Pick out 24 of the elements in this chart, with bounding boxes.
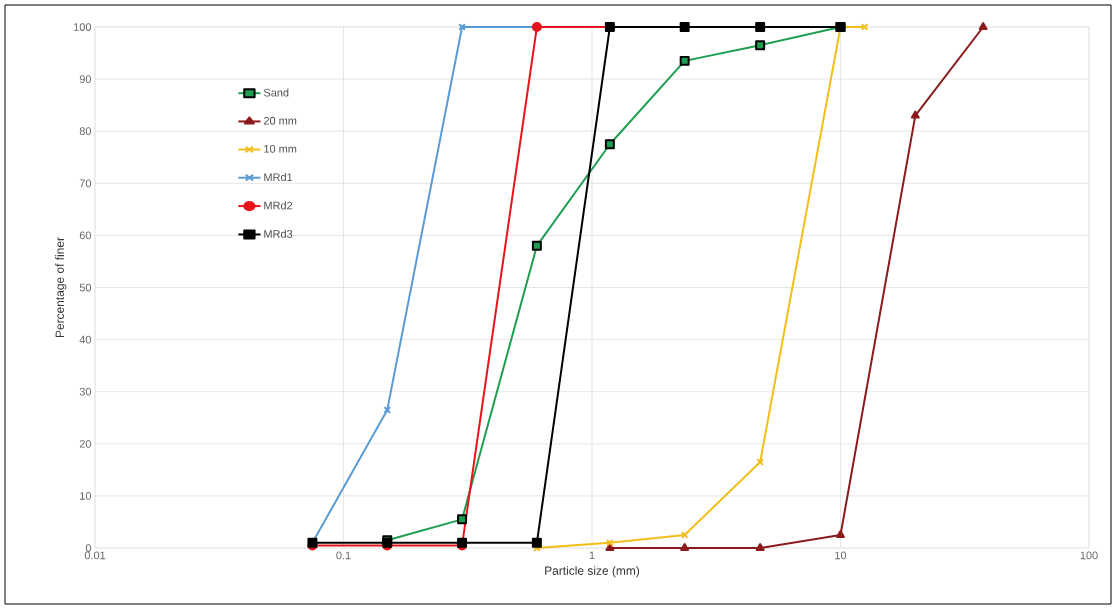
legend-label: MRd1 <box>264 173 293 182</box>
y-tick-label: 90 <box>79 75 92 83</box>
y-tick-label: 60 <box>79 231 92 240</box>
x-tick-label: 0.01 <box>84 551 106 560</box>
x-tick-label: 10 <box>835 551 847 560</box>
y-tick-label: 10 <box>80 492 92 500</box>
y-tick-label: 80 <box>79 127 92 136</box>
legend-label: MRd3 <box>264 229 293 238</box>
y-axis-title: Percentage of finer <box>55 237 67 338</box>
y-tick-label: 70 <box>79 179 92 188</box>
y-tick-label: 0 <box>85 544 92 552</box>
legend-label: MRd2 <box>264 201 293 210</box>
x-tick-label: 1 <box>589 551 595 560</box>
legend-label: 20 mm <box>263 116 297 125</box>
y-tick-label: 20 <box>79 439 92 448</box>
x-axis-title: Particle size (mm) <box>545 566 640 578</box>
y-tick-label: 30 <box>79 387 92 396</box>
x-tick-label: 0.1 <box>336 551 351 560</box>
x-tick-label: 100 <box>1080 551 1098 560</box>
y-tick-label: 100 <box>74 23 92 31</box>
legend-label: 10 mm <box>264 144 297 153</box>
legend-label: Sand <box>263 88 289 97</box>
y-tick-label: 50 <box>79 283 92 292</box>
y-tick-label: 40 <box>79 335 92 344</box>
